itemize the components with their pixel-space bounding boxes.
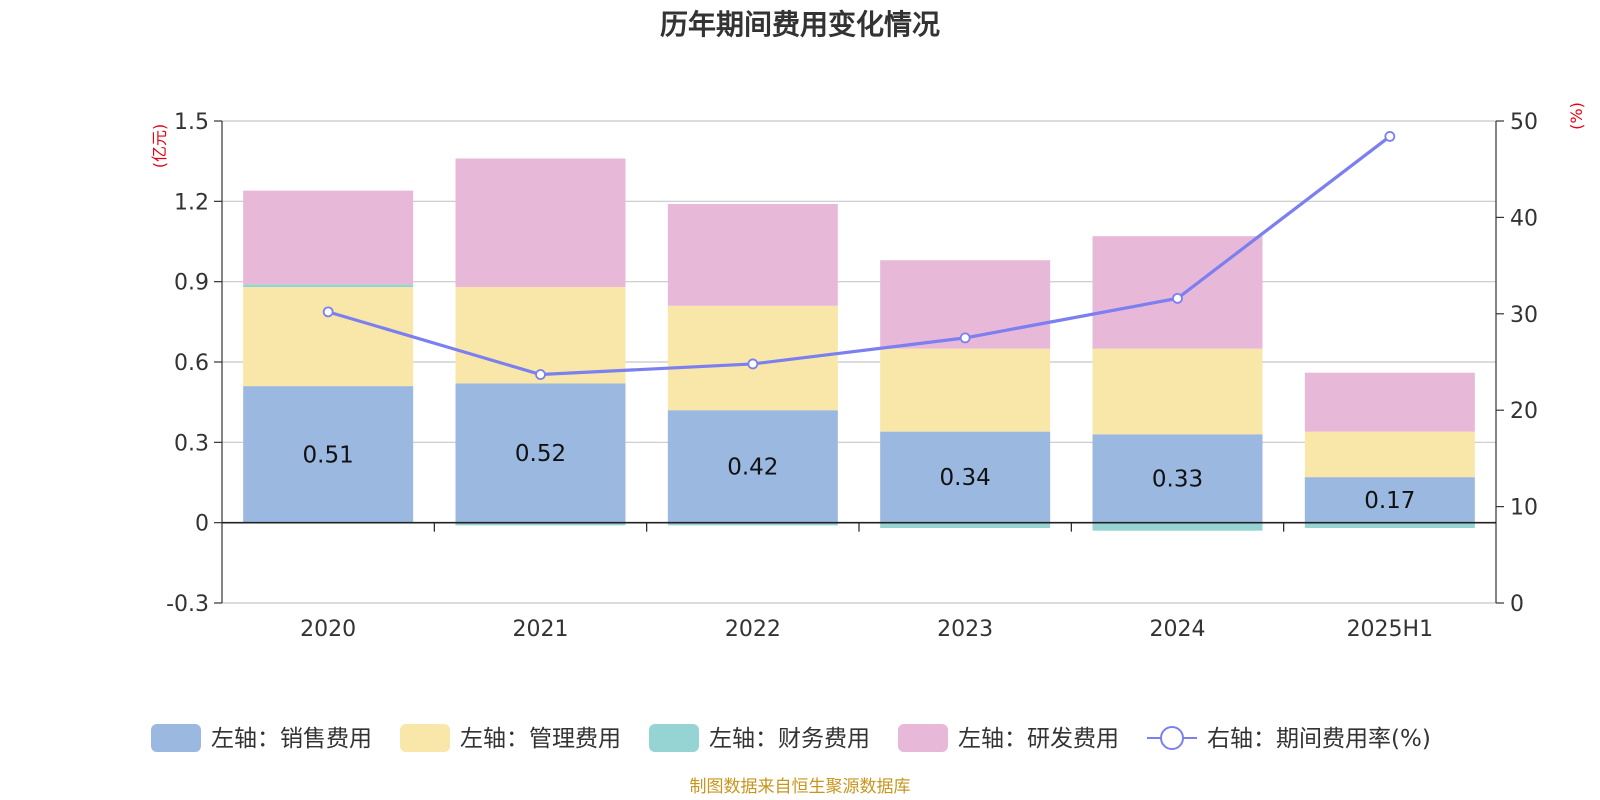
bar-segment <box>243 284 414 288</box>
bar-value-label: 0.33 <box>1152 466 1203 492</box>
bar-value-label: 0.42 <box>727 454 778 480</box>
rate-point <box>747 358 759 370</box>
bar-segment <box>243 287 414 387</box>
left-axis-tick-label: 1.5 <box>174 110 209 135</box>
bar-segment <box>1304 431 1475 478</box>
bar-segment <box>1092 348 1263 435</box>
legend-label: 左轴：财务费用 <box>709 726 870 752</box>
bar-segment <box>1092 434 1263 523</box>
rate-point <box>1384 131 1396 142</box>
left-axis-tick-label: 1.2 <box>174 190 209 215</box>
rate-line <box>327 135 1391 377</box>
x-axis-tick-label: 2025H1 <box>1347 617 1434 642</box>
bar-segment <box>455 287 626 384</box>
x-axis-tick-label: 2024 <box>1150 617 1206 642</box>
left-axis-tick-label: 0.3 <box>174 431 209 456</box>
legend-label: 左轴：管理费用 <box>460 726 621 752</box>
x-axis-tick-label: 2022 <box>725 617 781 642</box>
bar-segment <box>455 158 626 288</box>
bar-value-label: 0.34 <box>940 465 991 491</box>
rate-point <box>535 369 546 380</box>
bar-segment <box>667 410 838 523</box>
left-axis-tick-label: 0.9 <box>174 271 209 296</box>
x-axis-tick-label: 2020 <box>300 617 356 642</box>
bar-segment <box>455 383 626 523</box>
bar-value-label: 0.52 <box>515 441 566 467</box>
right-axis-tick-label: 50 <box>1510 110 1538 135</box>
bar-segment <box>880 431 1051 523</box>
axes: -0.3 0 0.3 0.6 0.9 1.2 1.5 0 10 20 30 40 50 2020 2021 2… <box>166 110 1538 642</box>
right-axis-tick-label: 30 <box>1510 303 1538 328</box>
bar-segment <box>880 522 1051 529</box>
right-axis-tick-label: 10 <box>1510 496 1538 521</box>
bar-data-labels: 0.51 0.52 0.42 0.34 0.33 0.17 <box>303 441 1416 514</box>
bar-segment <box>243 386 414 523</box>
bar-segment <box>1304 372 1475 432</box>
bar-segment <box>1304 522 1475 529</box>
legend-swatch <box>151 724 201 752</box>
x-axis-tick-label: 2023 <box>937 617 993 642</box>
rate-point <box>1172 292 1183 304</box>
left-axis-tick-label: 0 <box>195 512 209 537</box>
legend-label: 左轴：销售费用 <box>211 726 372 752</box>
gridlines <box>222 120 1496 604</box>
left-axis-tick-label: -0.3 <box>166 592 209 617</box>
bar-value-label: 0.51 <box>303 442 354 468</box>
right-axis-unit: (%) <box>1567 102 1586 130</box>
legend-label: 右轴：期间费用率(%) <box>1207 726 1431 752</box>
bar-segment <box>880 348 1051 432</box>
bar-segment <box>243 190 414 285</box>
bar-value-label: 0.17 <box>1364 488 1415 514</box>
legend-swatch <box>898 724 948 752</box>
source-note: 制图数据来自恒生聚源数据库 <box>690 777 911 797</box>
rate-point <box>322 306 334 318</box>
right-axis-tick-label: 40 <box>1510 206 1538 231</box>
right-axis-tick-label: 0 <box>1510 592 1524 617</box>
bar-segment <box>667 204 838 306</box>
bar-segment <box>1092 522 1263 531</box>
bar-segment <box>1304 477 1475 523</box>
bar-segment <box>667 522 838 526</box>
bar-segment <box>455 522 626 526</box>
chart-title: 历年期间费用变化情况 <box>660 8 940 41</box>
legend: 左轴：销售费用 左轴：管理费用 左轴：财务费用 左轴：研发费用 右轴：期间费用率(%) <box>151 724 1431 752</box>
bar-series <box>243 158 1475 531</box>
right-axis-tick-label: 20 <box>1510 399 1538 424</box>
left-axis-unit: (亿元) <box>150 124 169 169</box>
left-axis-tick-label: 0.6 <box>174 351 209 376</box>
legend-marker <box>1160 726 1184 750</box>
legend-swatch <box>400 724 450 752</box>
rate-point <box>959 332 971 344</box>
legend-label: 左轴：研发费用 <box>958 726 1119 752</box>
legend-swatch <box>649 724 699 752</box>
x-axis-tick-label: 2021 <box>513 617 569 642</box>
rate-line-series <box>322 131 1396 380</box>
